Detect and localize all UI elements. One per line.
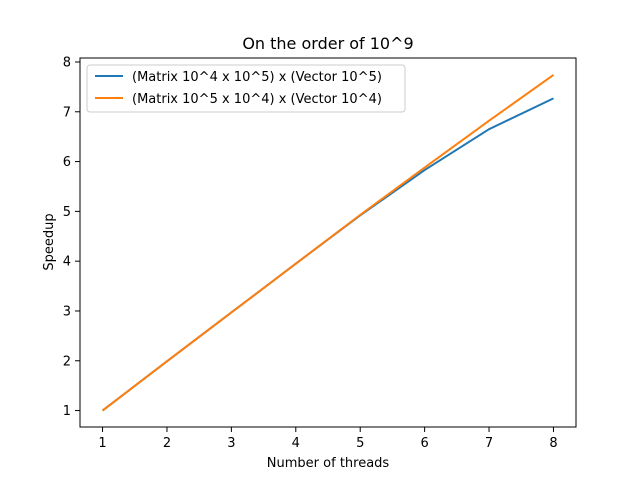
- y-axis-label: Speedup: [42, 213, 57, 270]
- x-tick-label-7: 8: [549, 436, 557, 451]
- legend-label-0: (Matrix 10^4 x 10^5) x (Vector 10^5): [132, 70, 382, 85]
- y-tick-label-5: 6: [63, 155, 71, 170]
- legend-box: [86, 64, 406, 113]
- y-tick-label-7: 8: [63, 55, 71, 70]
- x-tick-label-2: 3: [227, 436, 235, 451]
- legend-label-1: (Matrix 10^5 x 10^4) x (Vector 10^4): [132, 92, 382, 107]
- y-tick-label-0: 1: [63, 404, 71, 419]
- y-tick-label-3: 4: [63, 255, 71, 270]
- series-line-0: [101, 97, 554, 412]
- x-tick-label-0: 1: [98, 436, 106, 451]
- x-tick-label-6: 7: [485, 436, 493, 451]
- y-tick-label-1: 2: [63, 354, 71, 369]
- y-tick-label-4: 5: [63, 205, 71, 220]
- y-tick-label-6: 7: [63, 105, 71, 120]
- x-axis-label: Number of threads: [267, 456, 390, 471]
- x-tick-label-5: 6: [420, 436, 428, 451]
- plot-frame: [79, 57, 577, 428]
- chart-title: On the order of 10^9: [242, 34, 413, 53]
- legend: (Matrix 10^4 x 10^5) x (Vector 10^5) (Ma…: [86, 64, 406, 113]
- series-line-1: [101, 74, 555, 412]
- x-tick-label-4: 5: [356, 436, 364, 451]
- y-tick-label-2: 3: [63, 304, 71, 319]
- x-tick-label-3: 4: [292, 436, 300, 451]
- x-tick-label-1: 2: [163, 436, 171, 451]
